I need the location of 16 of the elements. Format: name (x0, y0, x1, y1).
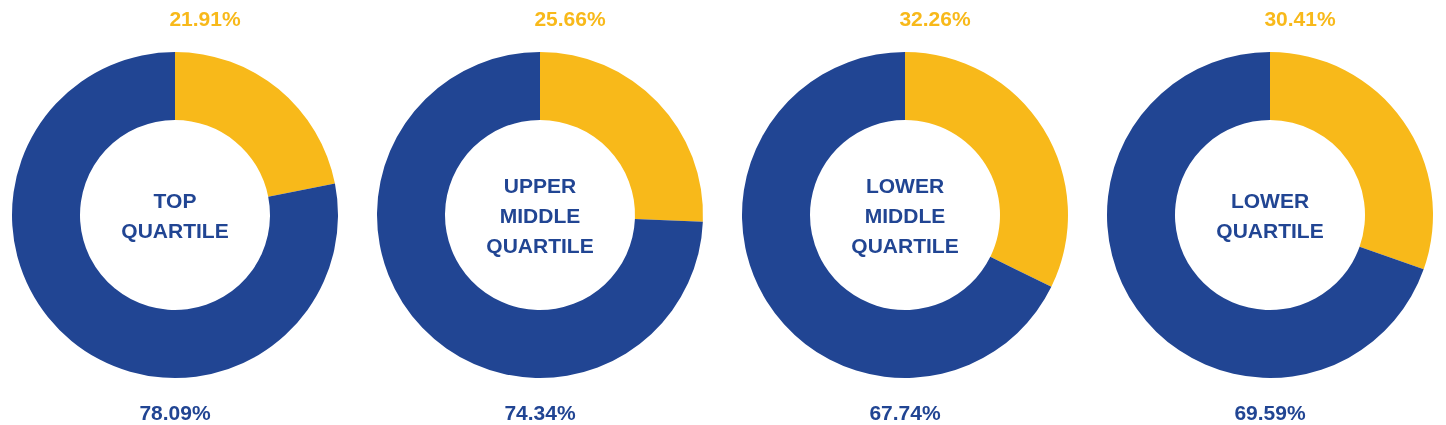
donut-slice (377, 52, 703, 378)
data-label: 30.41% (1264, 7, 1336, 30)
data-label: 21.91% (169, 7, 241, 30)
donut-slice (1107, 52, 1424, 378)
data-label: 74.34% (504, 401, 576, 424)
donut-slice (12, 52, 338, 378)
data-label: 67.74% (869, 401, 941, 424)
data-label: 25.66% (534, 7, 606, 30)
text: UPPER MIDDLE QUARTILE (486, 174, 594, 257)
data-label: 32.26% (899, 7, 971, 30)
text: TOP QUARTILE (121, 189, 229, 242)
text: LOWER MIDDLE QUARTILE (851, 174, 959, 257)
donut-slice (742, 52, 1052, 378)
text: LOWER QUARTILE (1216, 189, 1324, 242)
data-label: 78.09% (139, 401, 211, 424)
data-label: 69.59% (1234, 401, 1306, 424)
